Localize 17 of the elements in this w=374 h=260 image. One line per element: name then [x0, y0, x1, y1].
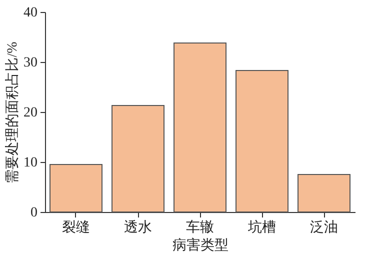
x-tick-label: 坑槽 [247, 220, 276, 236]
x-tick-label: 裂缝 [62, 220, 90, 236]
x-axis-title: 病害类型 [172, 238, 228, 254]
y-tick-label: 0 [30, 206, 38, 220]
x-tick-label: 泛油 [310, 220, 338, 236]
x-tick-label: 透水 [124, 220, 152, 236]
y-tick-label: 20 [24, 106, 38, 120]
bar [50, 164, 102, 212]
bar [298, 174, 350, 212]
y-axis-title: 需要处理的面积占比/% [4, 41, 20, 184]
bar [112, 105, 164, 212]
y-tick-label: 10 [24, 156, 38, 170]
x-tick-label: 车辙 [186, 220, 214, 236]
y-tick-label: 40 [24, 6, 38, 20]
bar [236, 70, 288, 212]
y-tick-label: 30 [24, 56, 38, 70]
bar [174, 42, 226, 212]
